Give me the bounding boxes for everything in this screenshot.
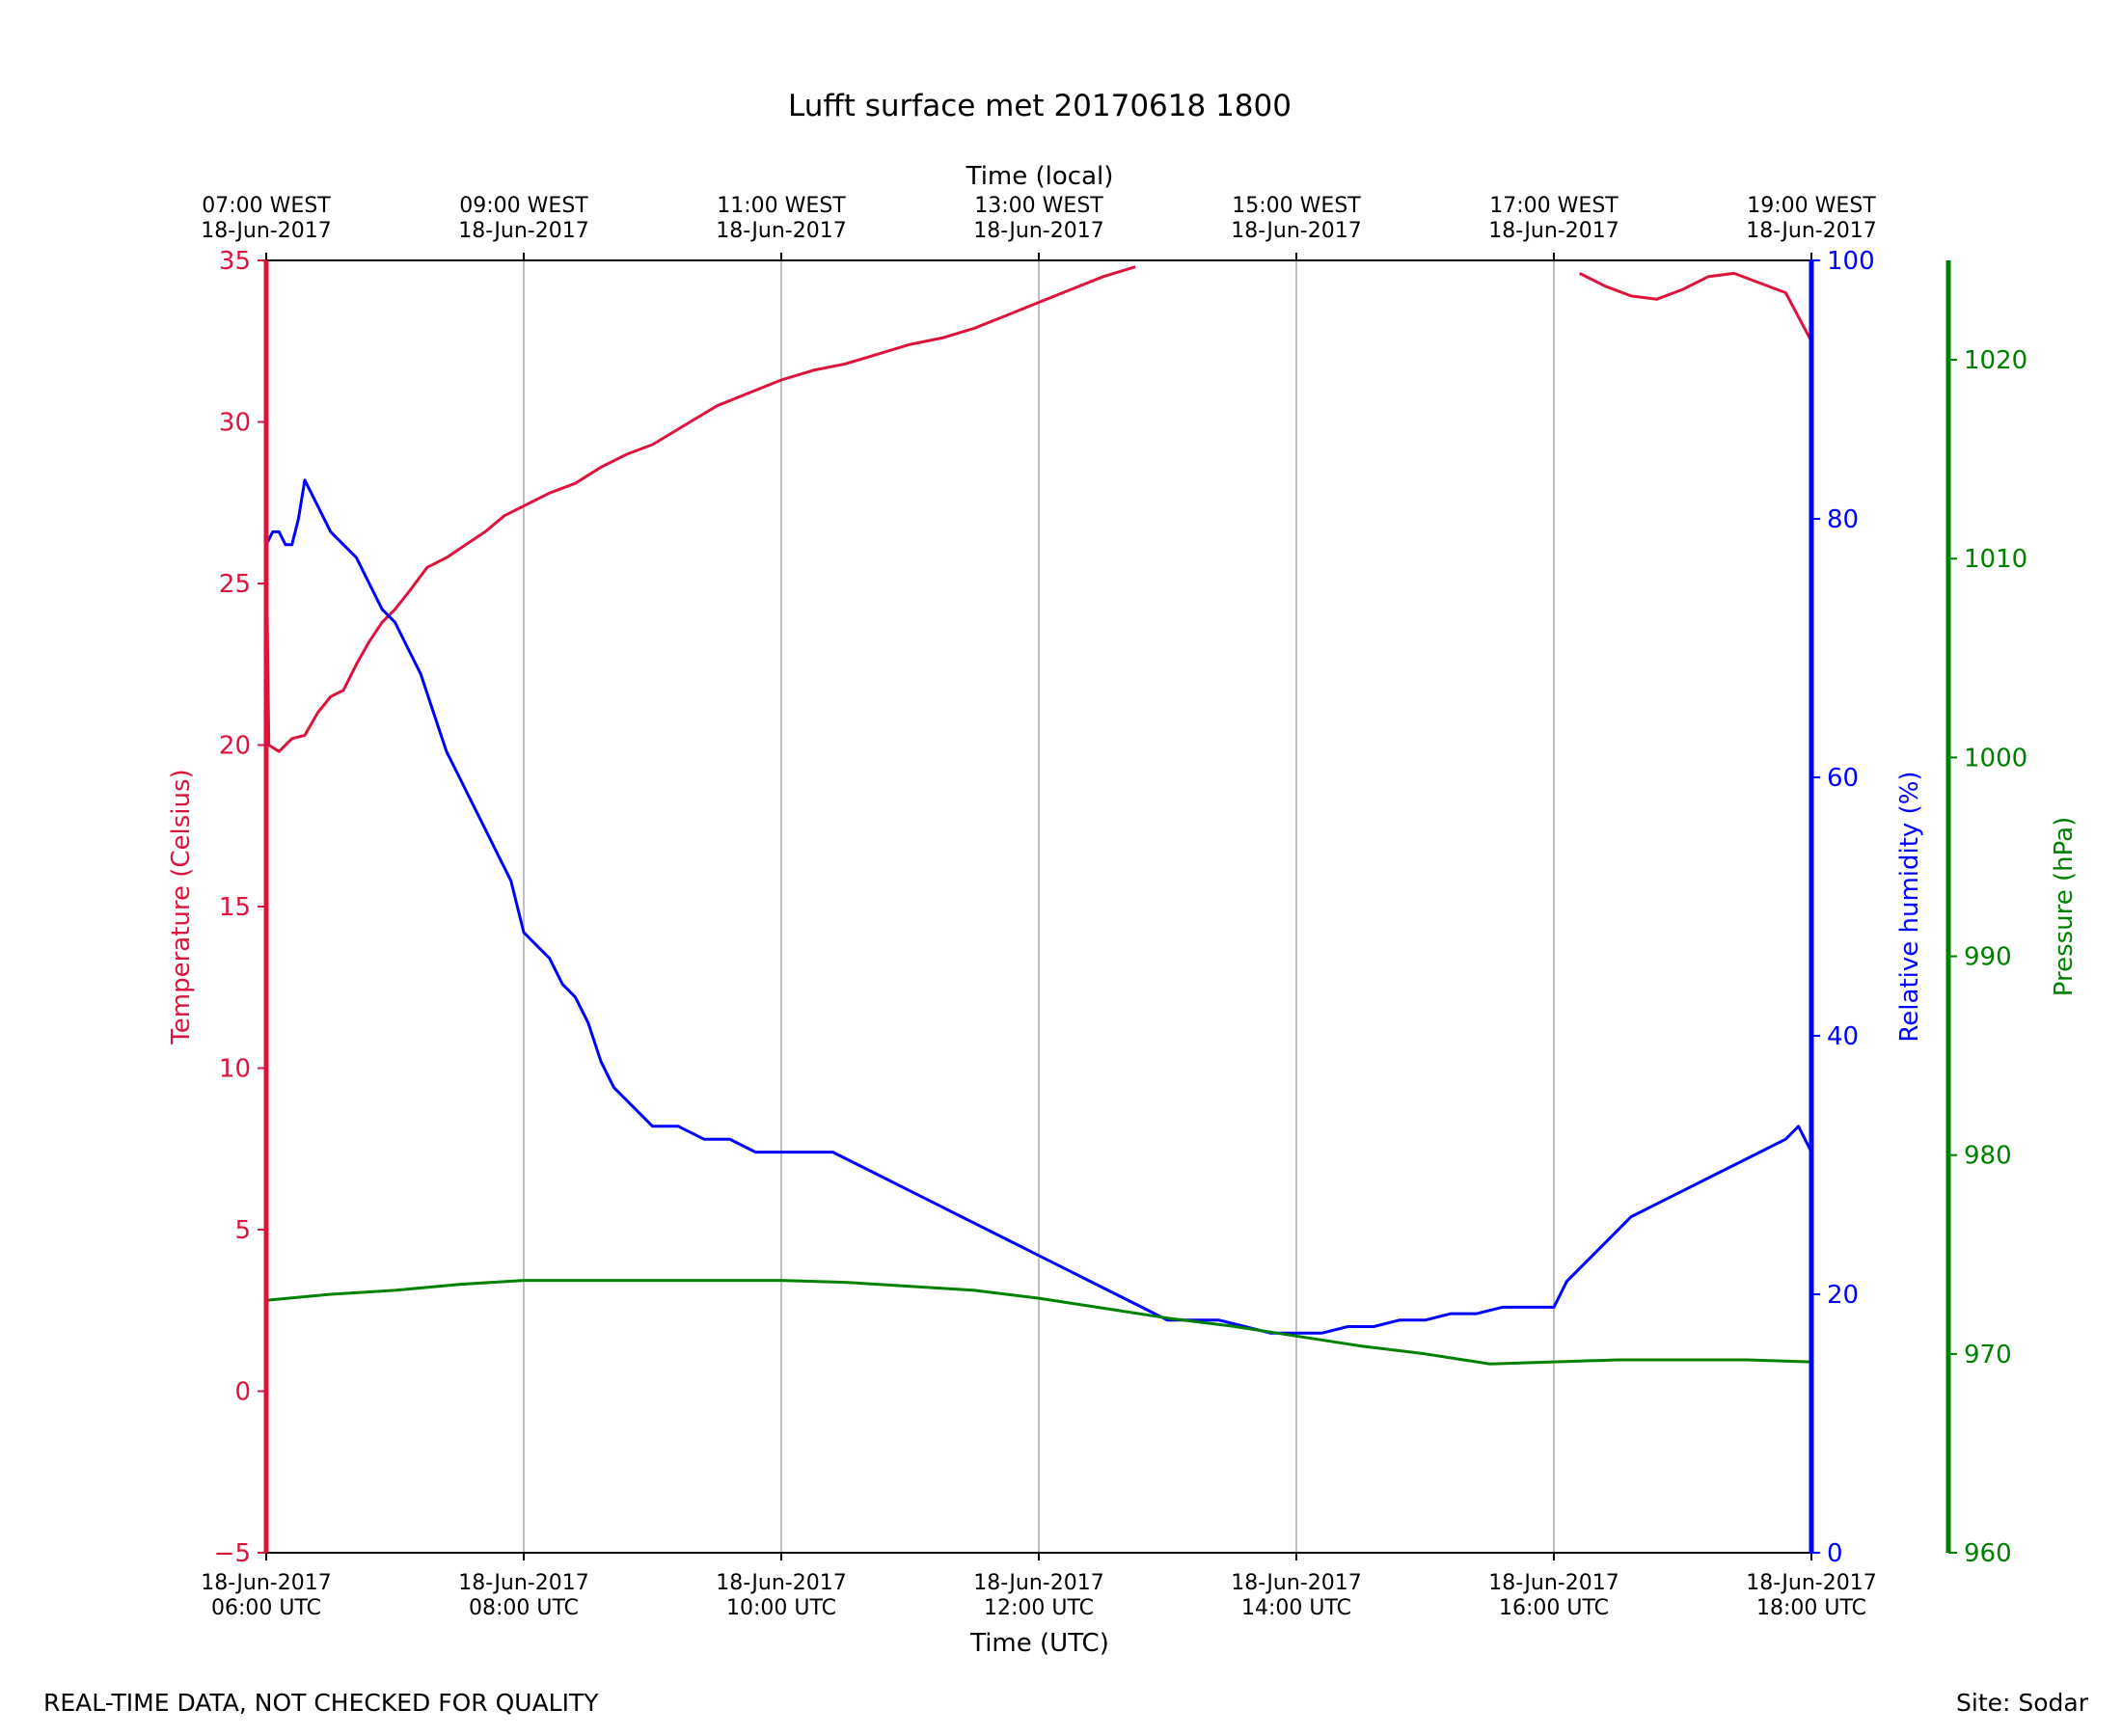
temperature-tick-label: 30	[219, 409, 251, 438]
x2-tick-time: 07:00 WEST	[202, 194, 331, 218]
temperature-tick-label: 15	[219, 893, 251, 922]
x-tick-date: 18-Jun-2017	[973, 1571, 1103, 1595]
humidity-axis-label: Relative humidity (%)	[1895, 771, 1924, 1042]
x-axis-label: Time (UTC)	[969, 1629, 1109, 1658]
x-tick-time: 08:00 UTC	[469, 1596, 579, 1620]
x-tick-date: 18-Jun-2017	[201, 1571, 331, 1595]
footer-disclaimer: REAL-TIME DATA, NOT CHECKED FOR QUALITY	[43, 1689, 599, 1717]
pressure-tick-label: 960	[1964, 1539, 2012, 1568]
x-tick-time: 16:00 UTC	[1499, 1596, 1609, 1620]
grid	[523, 260, 1555, 1553]
x-tick-date: 18-Jun-2017	[458, 1571, 588, 1595]
temperature-axis-label: Temperature (Celsius)	[167, 769, 196, 1044]
x-tick-time: 12:00 UTC	[984, 1596, 1094, 1620]
humidity-tick-label: 0	[1827, 1539, 1843, 1568]
humidity-tick-label: 20	[1827, 1281, 1859, 1310]
footer-site: Site: Sodar	[1956, 1689, 2089, 1717]
pressure-axis-label: Pressure (hPa)	[2050, 817, 2079, 997]
x2-tick-date: 18-Jun-2017	[1231, 219, 1361, 243]
series-layer	[264, 265, 1813, 1366]
humidity-tick-label: 80	[1827, 505, 1859, 534]
x2-tick-date: 18-Jun-2017	[716, 219, 846, 243]
temperature-tick-label: 0	[234, 1378, 251, 1407]
pressure-tick-label: 1010	[1964, 545, 2027, 574]
temperature-tick-label: 5	[234, 1216, 251, 1245]
humidity-tick-label: 40	[1827, 1022, 1859, 1051]
x-tick-date: 18-Jun-2017	[716, 1571, 846, 1595]
x2-tick-date: 18-Jun-2017	[201, 219, 331, 243]
x2-tick-date: 18-Jun-2017	[1488, 219, 1619, 243]
humidity-tick-label: 60	[1827, 764, 1859, 793]
x-tick-time: 14:00 UTC	[1241, 1596, 1351, 1620]
series-line-temperature	[264, 265, 1813, 753]
x-tick-time: 18:00 UTC	[1756, 1596, 1866, 1620]
temperature-tick-label: 10	[219, 1055, 251, 1084]
x2-tick-date: 18-Jun-2017	[458, 219, 588, 243]
x2-axis-label: Time (local)	[966, 162, 1114, 191]
humidity-tick-label: 100	[1827, 247, 1875, 276]
series-line-pressure	[265, 1279, 1812, 1366]
x2-tick-time: 09:00 WEST	[459, 194, 588, 218]
x-tick-date: 18-Jun-2017	[1231, 1571, 1361, 1595]
x-tick-time: 06:00 UTC	[211, 1596, 321, 1620]
pressure-tick-label: 1020	[1964, 346, 2027, 375]
x-tick-date: 18-Jun-2017	[1746, 1571, 1876, 1595]
temperature-tick-label: 20	[219, 732, 251, 761]
pressure-tick-label: 970	[1964, 1341, 2012, 1370]
x2-tick-time: 11:00 WEST	[717, 194, 846, 218]
x-tick-date: 18-Jun-2017	[1488, 1571, 1619, 1595]
x2-tick-time: 15:00 WEST	[1232, 194, 1361, 218]
x2-tick-time: 13:00 WEST	[974, 194, 1103, 218]
x2-tick-date: 18-Jun-2017	[1746, 219, 1876, 243]
pressure-tick-label: 980	[1964, 1142, 2012, 1171]
temperature-tick-label: 25	[219, 570, 251, 599]
x2-tick-date: 18-Jun-2017	[973, 219, 1103, 243]
pressure-tick-label: 1000	[1964, 744, 2027, 773]
x-tick-time: 10:00 UTC	[726, 1596, 836, 1620]
chart-title: Lufft surface met 20170618 1800	[788, 89, 1292, 123]
series-line-relative-humidity	[264, 478, 1813, 1335]
x2-tick-time: 19:00 WEST	[1747, 194, 1876, 218]
x2-tick-time: 17:00 WEST	[1489, 194, 1619, 218]
temperature-tick-label: −5	[214, 1539, 251, 1568]
temperature-tick-label: 35	[219, 247, 251, 276]
pressure-tick-label: 990	[1964, 943, 2012, 972]
